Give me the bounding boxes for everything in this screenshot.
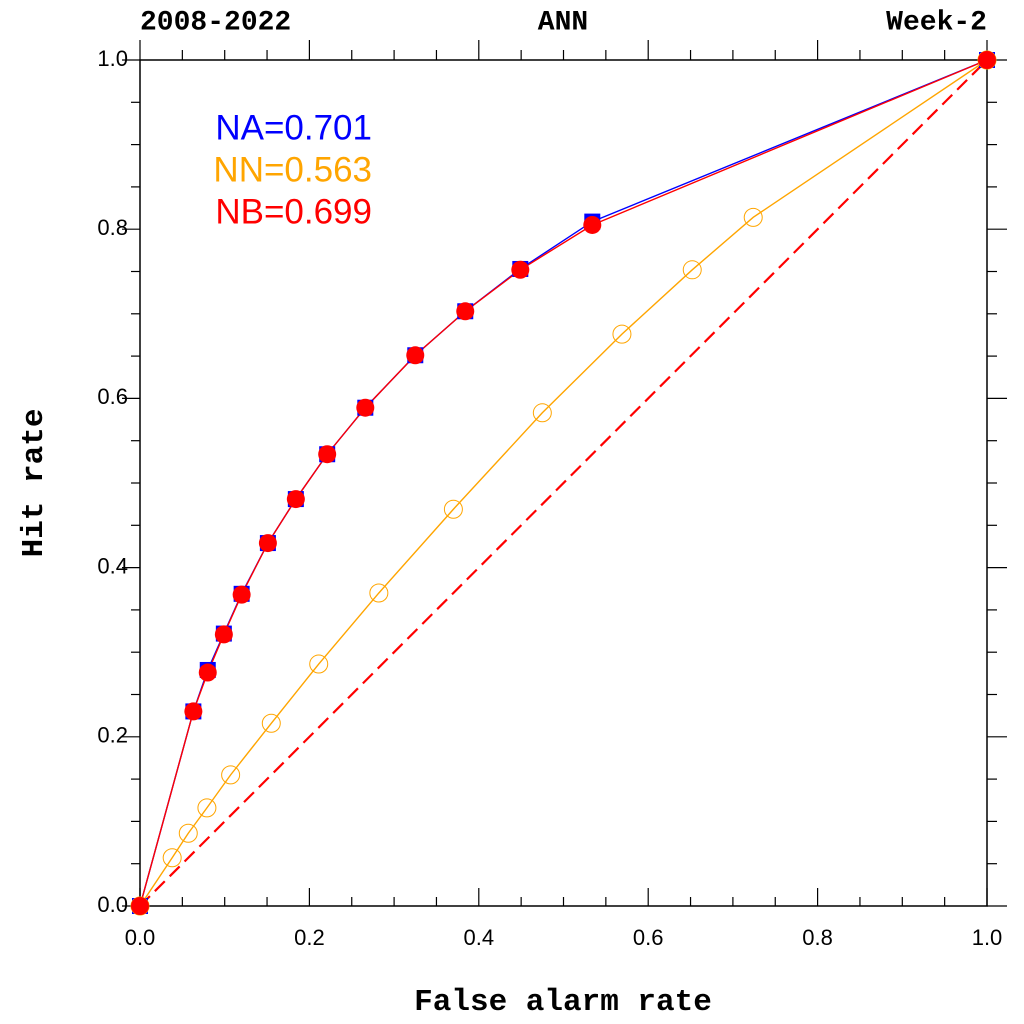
legend-entry: NB=0.699 bbox=[215, 192, 372, 231]
marker bbox=[261, 713, 281, 733]
y-tick-label: 0.0 bbox=[97, 892, 128, 917]
marker bbox=[532, 403, 552, 423]
x-tick-label: 1.0 bbox=[972, 925, 1003, 950]
marker bbox=[221, 765, 241, 785]
marker bbox=[184, 702, 203, 721]
roc-line bbox=[139, 59, 988, 907]
y-tick-label: 0.6 bbox=[97, 384, 128, 409]
marker bbox=[743, 207, 763, 227]
marker bbox=[286, 490, 305, 509]
y-axis-label: Hit rate bbox=[17, 409, 52, 558]
marker bbox=[356, 398, 375, 417]
marker bbox=[511, 260, 530, 279]
marker bbox=[583, 215, 602, 234]
marker bbox=[309, 654, 329, 674]
marker bbox=[406, 346, 425, 365]
legend-entry: NN=0.563 bbox=[213, 150, 372, 189]
y-tick-label: 1.0 bbox=[97, 46, 128, 71]
marker bbox=[258, 534, 277, 553]
x-tick-label: 0.6 bbox=[633, 925, 664, 950]
marker bbox=[978, 51, 996, 69]
x-tick-label: 0.8 bbox=[802, 925, 833, 950]
y-tick-label: 0.4 bbox=[97, 553, 128, 578]
marker bbox=[612, 324, 632, 344]
marker bbox=[369, 583, 389, 603]
x-axis-label: False alarm rate bbox=[414, 985, 712, 1020]
marker bbox=[162, 848, 182, 868]
marker bbox=[197, 798, 217, 818]
marker bbox=[131, 897, 149, 915]
marker bbox=[178, 823, 198, 843]
x-tick-label: 0.2 bbox=[294, 925, 325, 950]
title-left: 2008-2022 bbox=[140, 7, 291, 38]
title-right: Week-2 bbox=[886, 7, 987, 38]
reference-line bbox=[139, 59, 988, 907]
marker bbox=[443, 499, 463, 519]
marker bbox=[456, 302, 475, 321]
x-tick-label: 0.0 bbox=[125, 925, 156, 950]
x-tick-label: 0.4 bbox=[464, 925, 495, 950]
y-tick-label: 0.8 bbox=[97, 215, 128, 240]
marker bbox=[214, 625, 233, 644]
marker bbox=[198, 663, 217, 682]
y-tick-label: 0.2 bbox=[97, 723, 128, 748]
legend-entry: NA=0.701 bbox=[215, 108, 372, 147]
marker bbox=[232, 585, 251, 604]
chart-title: ANN bbox=[538, 7, 588, 38]
marker bbox=[318, 445, 337, 464]
marker bbox=[682, 260, 702, 280]
